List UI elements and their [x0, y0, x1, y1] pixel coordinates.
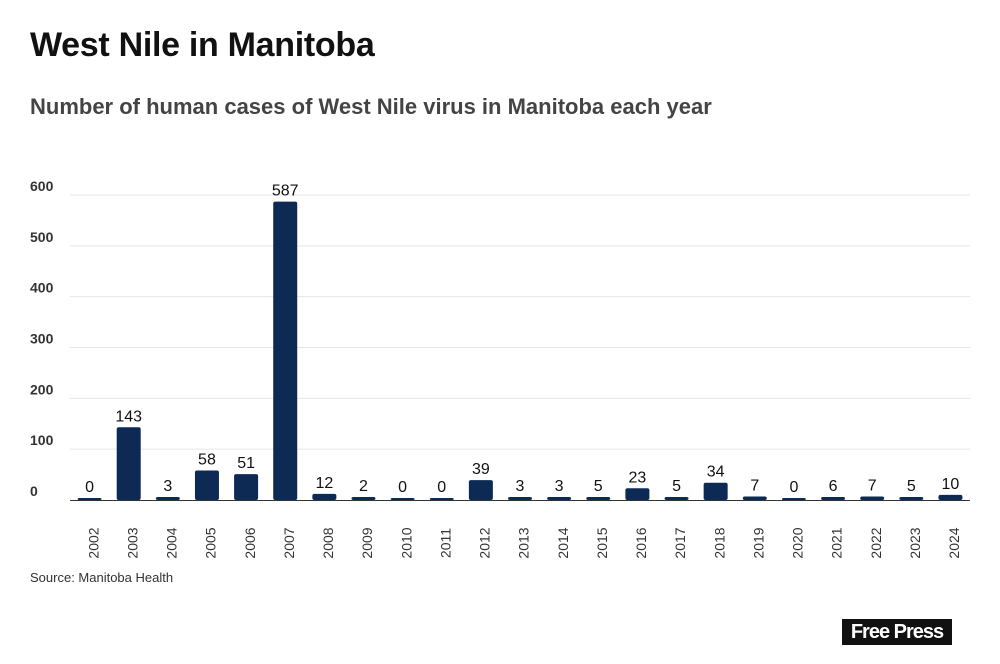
data-label: 0 [437, 479, 446, 496]
bar [547, 497, 572, 500]
data-labels: 0 143 3 58 51 587 12 2 0 0 39 3 3 5 23 5 34 7 0 6 7 5 10 [85, 183, 959, 496]
x-tick-label: 2019 [750, 527, 766, 558]
y-tick-label: 600 [30, 178, 54, 194]
x-tick-label: 2020 [790, 527, 806, 558]
gridlines [70, 194, 970, 450]
x-tick-label: 2003 [124, 527, 140, 558]
data-label: 5 [594, 478, 603, 495]
x-tick-label: 2005 [203, 527, 219, 558]
data-label: 587 [272, 183, 299, 200]
bar [194, 470, 219, 500]
x-tick-label: 2009 [359, 527, 375, 558]
x-tick-label: 2013 [516, 527, 532, 558]
data-label: 10 [942, 476, 960, 493]
data-label: 7 [750, 477, 759, 494]
data-label: 0 [398, 479, 407, 496]
bar [468, 480, 493, 500]
data-label: 7 [868, 477, 877, 494]
x-tick-label: 2015 [594, 527, 610, 558]
data-label: 0 [789, 479, 798, 496]
y-tick-label: 200 [30, 381, 54, 397]
bar [781, 498, 806, 500]
x-tick-label: 2021 [829, 527, 845, 558]
data-label: 3 [516, 478, 525, 495]
bars [77, 201, 963, 500]
x-tick-label: 2023 [907, 527, 923, 558]
x-axis-labels: 2002 2003 2004 2005 2006 2007 2008 2009 2010 2011… [85, 527, 962, 558]
data-label: 0 [85, 479, 94, 496]
y-tick-label: 500 [30, 229, 54, 245]
x-tick-label: 2024 [946, 527, 962, 558]
bar [429, 498, 454, 500]
x-tick-label: 2010 [398, 527, 414, 558]
bar [703, 482, 728, 500]
bar [390, 498, 415, 500]
bar [77, 498, 102, 500]
x-tick-label: 2022 [868, 527, 884, 558]
data-label: 58 [198, 452, 216, 469]
bar [116, 427, 141, 500]
bar [938, 494, 963, 500]
x-tick-label: 2004 [164, 527, 180, 558]
bar [312, 493, 337, 500]
bar [234, 474, 259, 500]
x-tick-label: 2006 [242, 527, 258, 558]
chart-subtitle: Number of human cases of West Nile virus… [30, 94, 712, 119]
chart-title: West Nile in Manitoba [30, 26, 375, 64]
x-tick-label: 2002 [85, 527, 101, 558]
y-tick-label: 300 [30, 331, 54, 347]
bar [899, 497, 924, 500]
data-label: 6 [829, 478, 838, 495]
free-press-logo: Free Press [842, 619, 952, 645]
data-label: 143 [115, 408, 142, 425]
bar [821, 496, 846, 500]
bar [351, 497, 376, 500]
x-tick-label: 2017 [672, 527, 688, 558]
data-label: 5 [907, 478, 916, 495]
data-label: 12 [315, 475, 333, 492]
x-tick-label: 2018 [711, 527, 727, 558]
bar [742, 496, 767, 500]
y-tick-label: 400 [30, 280, 54, 296]
data-label: 2 [359, 478, 368, 495]
data-label: 39 [472, 461, 490, 478]
data-label: 23 [628, 469, 646, 486]
x-tick-label: 2014 [555, 527, 571, 558]
x-tick-label: 2016 [633, 527, 649, 558]
data-label: 3 [163, 478, 172, 495]
y-tick-label: 100 [30, 432, 54, 448]
y-tick-label: 0 [30, 483, 38, 499]
data-label: 5 [672, 478, 681, 495]
data-label: 34 [707, 464, 725, 481]
data-label: 51 [237, 455, 255, 472]
x-tick-label: 2011 [437, 528, 453, 558]
source-note: Source: Manitoba Health [30, 570, 174, 585]
bar [155, 497, 180, 500]
x-tick-label: 2012 [477, 527, 493, 558]
bar [586, 497, 611, 500]
bar [508, 497, 532, 500]
y-axis-ticks: 0 100 200 300 400 500 600 [30, 178, 54, 499]
bar [860, 496, 885, 500]
x-tick-label: 2007 [281, 527, 297, 558]
bar [625, 488, 650, 500]
bar [664, 497, 689, 500]
data-label: 3 [555, 478, 564, 495]
x-tick-label: 2008 [320, 527, 336, 558]
bar [273, 201, 298, 500]
